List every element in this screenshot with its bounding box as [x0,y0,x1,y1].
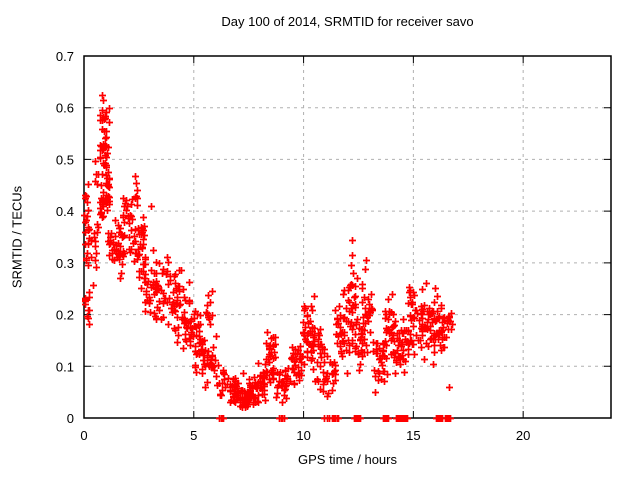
y-tick-label: 0.5 [56,152,74,167]
scatter-points [81,92,456,422]
x-tick-label: 0 [80,428,87,443]
y-tick-label: 0.6 [56,101,74,116]
plot-border [83,55,612,419]
gridlines [84,56,611,418]
y-tick-label: 0.4 [56,204,74,219]
y-tick-label: 0.2 [56,308,74,323]
chart-title: Day 100 of 2014, SRMTID for receiver sav… [221,14,474,29]
x-tick-label: 5 [190,428,197,443]
y-tick-label: 0 [67,411,74,426]
axis-ticks [83,55,611,419]
y-tick-label: 0.1 [56,359,74,374]
x-axis-label: GPS time / hours [298,452,397,467]
y-tick-label: 0.7 [56,49,74,64]
x-tick-label: 15 [406,428,420,443]
x-tick-label: 10 [296,428,310,443]
y-tick-label: 0.3 [56,256,74,271]
x-tick-label: 20 [516,428,530,443]
